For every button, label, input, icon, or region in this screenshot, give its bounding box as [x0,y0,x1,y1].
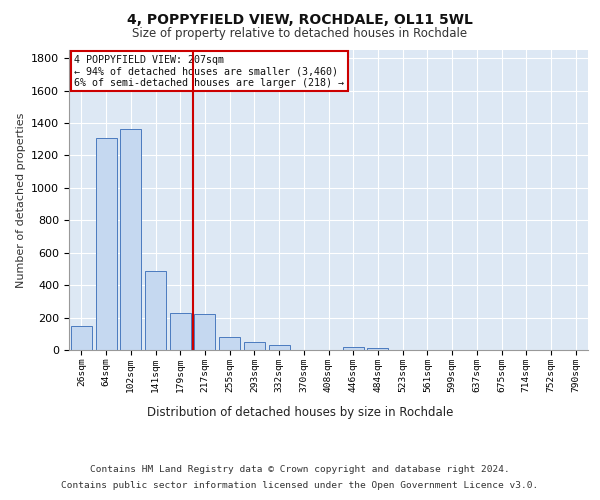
Bar [269,346,290,350]
Bar [120,130,141,350]
Bar [194,314,215,350]
Text: Contains public sector information licensed under the Open Government Licence v3: Contains public sector information licen… [61,480,539,490]
Bar [244,342,265,350]
Bar [145,270,166,350]
Bar [219,337,240,350]
Bar [170,312,191,350]
Bar [95,138,116,350]
Text: 4, POPPYFIELD VIEW, ROCHDALE, OL11 5WL: 4, POPPYFIELD VIEW, ROCHDALE, OL11 5WL [127,12,473,26]
Bar [367,348,388,350]
Text: 4 POPPYFIELD VIEW: 207sqm
← 94% of detached houses are smaller (3,460)
6% of sem: 4 POPPYFIELD VIEW: 207sqm ← 94% of detac… [74,54,344,88]
Text: Size of property relative to detached houses in Rochdale: Size of property relative to detached ho… [133,28,467,40]
Text: Distribution of detached houses by size in Rochdale: Distribution of detached houses by size … [147,406,453,419]
Bar [71,326,92,350]
Y-axis label: Number of detached properties: Number of detached properties [16,112,26,288]
Text: Contains HM Land Registry data © Crown copyright and database right 2024.: Contains HM Land Registry data © Crown c… [90,466,510,474]
Bar [343,347,364,350]
